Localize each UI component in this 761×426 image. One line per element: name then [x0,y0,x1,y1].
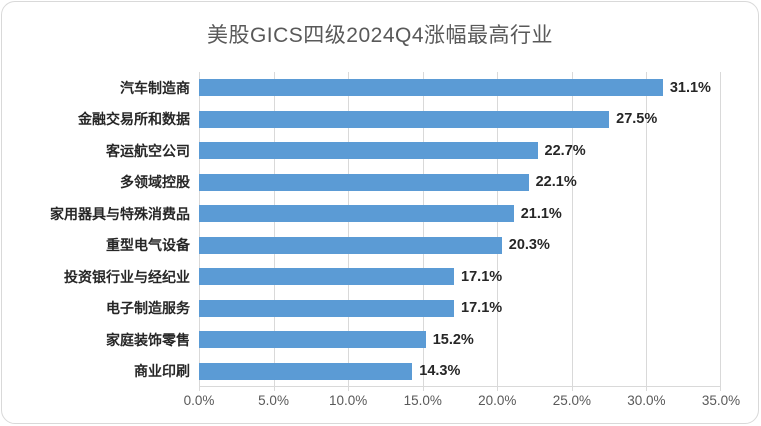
value-label: 21.1% [520,205,562,222]
x-tick-label: 5.0% [258,393,289,408]
bar-row: 商业印刷 14.3% [2,356,721,388]
bar [199,331,426,349]
value-label: 15.2% [432,331,474,348]
bar-row: 投资银行业与经纪业 17.1% [2,261,721,293]
gridline [199,72,200,391]
category-label: 金融交易所和数据 [78,111,190,128]
value-label: 22.7% [544,142,586,159]
category-label: 电子制造服务 [106,300,190,317]
gridline [422,72,424,391]
bar [199,79,663,97]
bar-row: 家用器具与特殊消费品 21.1% [2,198,721,230]
value-label: 17.1% [461,300,503,317]
bar-track: 20.3% [199,230,721,262]
category-label: 家用器具与特殊消费品 [50,205,190,222]
bar [199,299,455,317]
category-label: 商业印刷 [134,363,190,380]
bar [199,362,413,380]
gridline [720,72,721,391]
x-tick-label: 20.0% [478,393,517,408]
bar [199,268,455,286]
bar-row: 电子制造服务 17.1% [2,293,721,325]
bar-row: 重型电气设备 20.3% [2,230,721,262]
bar-row: 家庭装饰零售 15.2% [2,324,721,356]
bar [199,205,514,223]
gridline [273,72,275,391]
x-axis-line [199,386,721,387]
x-tick-label: 15.0% [403,393,442,408]
bar-row: 客运航空公司 22.7% [2,135,721,167]
x-tick-label: 0.0% [183,393,215,408]
value-label: 22.1% [535,174,577,191]
x-tick-label: 25.0% [552,393,591,408]
category-label: 客运航空公司 [106,142,190,159]
value-label: 17.1% [461,268,503,285]
value-label: 27.5% [616,111,658,128]
bar [199,236,502,254]
x-tick-label: 35.0% [701,393,741,408]
bar-track: 27.5% [199,104,721,136]
gridline [348,72,350,391]
gridline [646,72,648,391]
category-label: 多领域控股 [120,174,190,191]
category-label: 家庭装饰零售 [106,331,190,348]
category-label: 重型电气设备 [106,237,190,254]
x-tick-label: 10.0% [329,393,368,408]
x-tick-label: 30.0% [627,393,666,408]
category-label: 汽车制造商 [120,79,190,96]
bar-track: 17.1% [199,293,721,325]
bar-row: 汽车制造商 31.1% [2,72,721,104]
value-label: 14.3% [419,363,461,380]
bar-track: 22.7% [199,135,721,167]
value-label: 31.1% [669,79,711,96]
gridline [497,72,499,391]
bar-track: 17.1% [199,261,721,293]
bar [199,110,610,128]
category-label: 投资银行业与经纪业 [64,268,190,285]
bar [199,173,529,191]
bar-row: 多领域控股 22.1% [2,167,721,199]
chart-title: 美股GICS四级2024Q4涨幅最高行业 [206,24,554,47]
bar-row: 金融交易所和数据 27.5% [2,104,721,136]
bar-track: 14.3% [199,356,721,388]
bar-track: 22.1% [199,167,721,199]
bar-rows: 汽车制造商 31.1% 金融交易所和数据 27.5% 客运航空公司 22.7% [2,72,721,387]
gridline [571,72,573,391]
bar-track: 21.1% [199,198,721,230]
bar-track: 31.1% [199,72,721,104]
bar [199,142,538,160]
plot-area [199,72,721,391]
value-label: 20.3% [508,237,550,254]
bar-track: 15.2% [199,324,721,356]
x-axis-labels: 0.0% 5.0% 10.0% 15.0% 20.0% 25.0% 30.0% … [184,393,741,411]
